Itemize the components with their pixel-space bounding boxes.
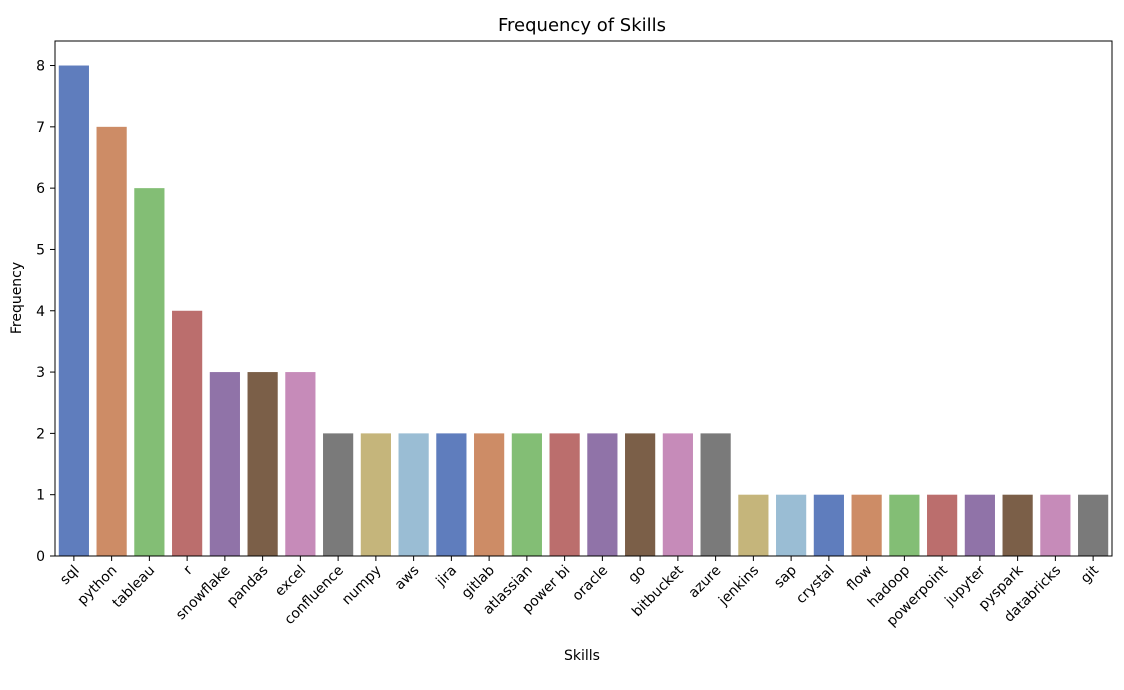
x-tick-label: sap bbox=[771, 562, 800, 591]
bar-oracle bbox=[587, 433, 618, 556]
bar-r bbox=[172, 310, 203, 556]
bar-power-bi bbox=[549, 433, 580, 556]
y-axis-label: Frequency bbox=[9, 262, 25, 334]
x-tick-label: r bbox=[181, 562, 197, 578]
x-tick-label: jira bbox=[433, 563, 461, 591]
bar-gitlab bbox=[474, 433, 505, 556]
bar-snowflake bbox=[209, 372, 240, 556]
x-tick-label: go bbox=[625, 563, 649, 587]
bar-go bbox=[625, 433, 656, 556]
y-tick-label: 3 bbox=[36, 365, 45, 381]
bar-numpy bbox=[360, 433, 391, 556]
y-tick-label: 6 bbox=[36, 181, 45, 197]
plot-frame bbox=[54, 40, 1113, 557]
x-tick-label: flow bbox=[844, 563, 876, 595]
bar-powerpoint bbox=[927, 494, 958, 556]
x-tick-label: sql bbox=[57, 563, 83, 589]
x-tick-label: crystal bbox=[793, 563, 838, 608]
x-tick-label: pandas bbox=[224, 563, 271, 610]
bar-sap bbox=[776, 494, 807, 556]
bar-atlassian bbox=[511, 433, 542, 556]
x-tick-label: aws bbox=[392, 563, 423, 594]
bar-python bbox=[96, 126, 127, 556]
y-tick-label: 2 bbox=[36, 426, 45, 442]
y-tick-label: 1 bbox=[36, 488, 45, 504]
bar-jenkins bbox=[738, 494, 769, 556]
x-axis-label: Skills bbox=[564, 648, 600, 664]
y-tick-label: 0 bbox=[36, 549, 45, 565]
bar-crystal bbox=[813, 494, 844, 556]
bar-sql bbox=[58, 65, 89, 557]
chart-title: Frequency of Skills bbox=[498, 15, 666, 36]
x-tick-label: numpy bbox=[339, 563, 385, 609]
y-tick-label: 7 bbox=[36, 120, 45, 136]
x-tick-label: oracle bbox=[569, 563, 611, 605]
y-tick-label: 4 bbox=[36, 304, 45, 320]
bar-pyspark bbox=[1002, 494, 1033, 556]
bar-git bbox=[1078, 494, 1109, 556]
bar-confluence bbox=[323, 433, 354, 556]
bar-bitbucket bbox=[662, 433, 693, 556]
bar-hadoop bbox=[889, 494, 920, 556]
bars bbox=[58, 65, 1109, 557]
y-axis-ticks: 0 1 2 3 4 5 6 7 8 bbox=[36, 59, 55, 565]
bar-tableau bbox=[134, 188, 165, 556]
bar-azure bbox=[700, 433, 731, 556]
x-tick-label: snowflake bbox=[173, 563, 234, 624]
bar-pandas bbox=[247, 372, 278, 556]
x-tick-label: git bbox=[1078, 562, 1103, 587]
bar-aws bbox=[398, 433, 429, 556]
x-tick-label: tableau bbox=[109, 563, 158, 612]
bar-jupyter bbox=[964, 494, 995, 556]
bar-flow bbox=[851, 494, 882, 556]
bar-jira bbox=[436, 433, 467, 556]
x-tick-label: jenkins bbox=[715, 563, 762, 610]
y-tick-label: 5 bbox=[36, 242, 45, 258]
y-tick-label: 8 bbox=[36, 59, 45, 75]
bar-databricks bbox=[1040, 494, 1071, 556]
bar-excel bbox=[285, 372, 316, 556]
